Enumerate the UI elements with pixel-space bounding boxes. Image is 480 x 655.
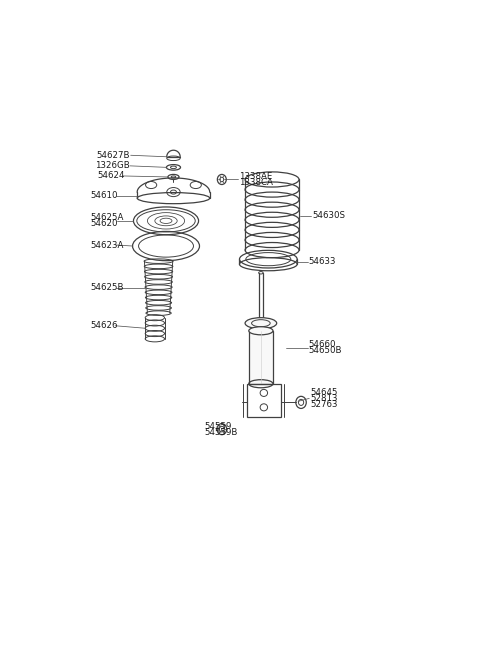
- Text: 54630S: 54630S: [312, 212, 345, 220]
- Text: 54610: 54610: [91, 191, 118, 200]
- Text: 54650B: 54650B: [309, 346, 342, 356]
- Text: 54559B: 54559B: [204, 428, 238, 437]
- Text: 54623A: 54623A: [91, 240, 124, 250]
- Ellipse shape: [245, 318, 276, 329]
- Text: 54625A: 54625A: [91, 214, 124, 222]
- Text: 1338AE: 1338AE: [239, 172, 272, 181]
- Text: 52813: 52813: [310, 394, 337, 403]
- Bar: [247, 384, 281, 417]
- Text: 52763: 52763: [310, 400, 337, 409]
- Text: 54625B: 54625B: [91, 284, 124, 292]
- Text: 54660: 54660: [309, 341, 336, 349]
- Text: 54627B: 54627B: [96, 151, 130, 160]
- Bar: [249, 331, 273, 384]
- Text: 54633: 54633: [309, 257, 336, 266]
- Text: 1326GB: 1326GB: [96, 161, 130, 170]
- Ellipse shape: [249, 327, 273, 335]
- Text: 54626: 54626: [91, 321, 118, 330]
- Text: 54624: 54624: [97, 172, 125, 180]
- Text: 54645: 54645: [310, 388, 337, 397]
- Text: 54559: 54559: [204, 422, 232, 431]
- Text: 54620: 54620: [91, 219, 118, 229]
- Text: 1338CA: 1338CA: [239, 178, 273, 187]
